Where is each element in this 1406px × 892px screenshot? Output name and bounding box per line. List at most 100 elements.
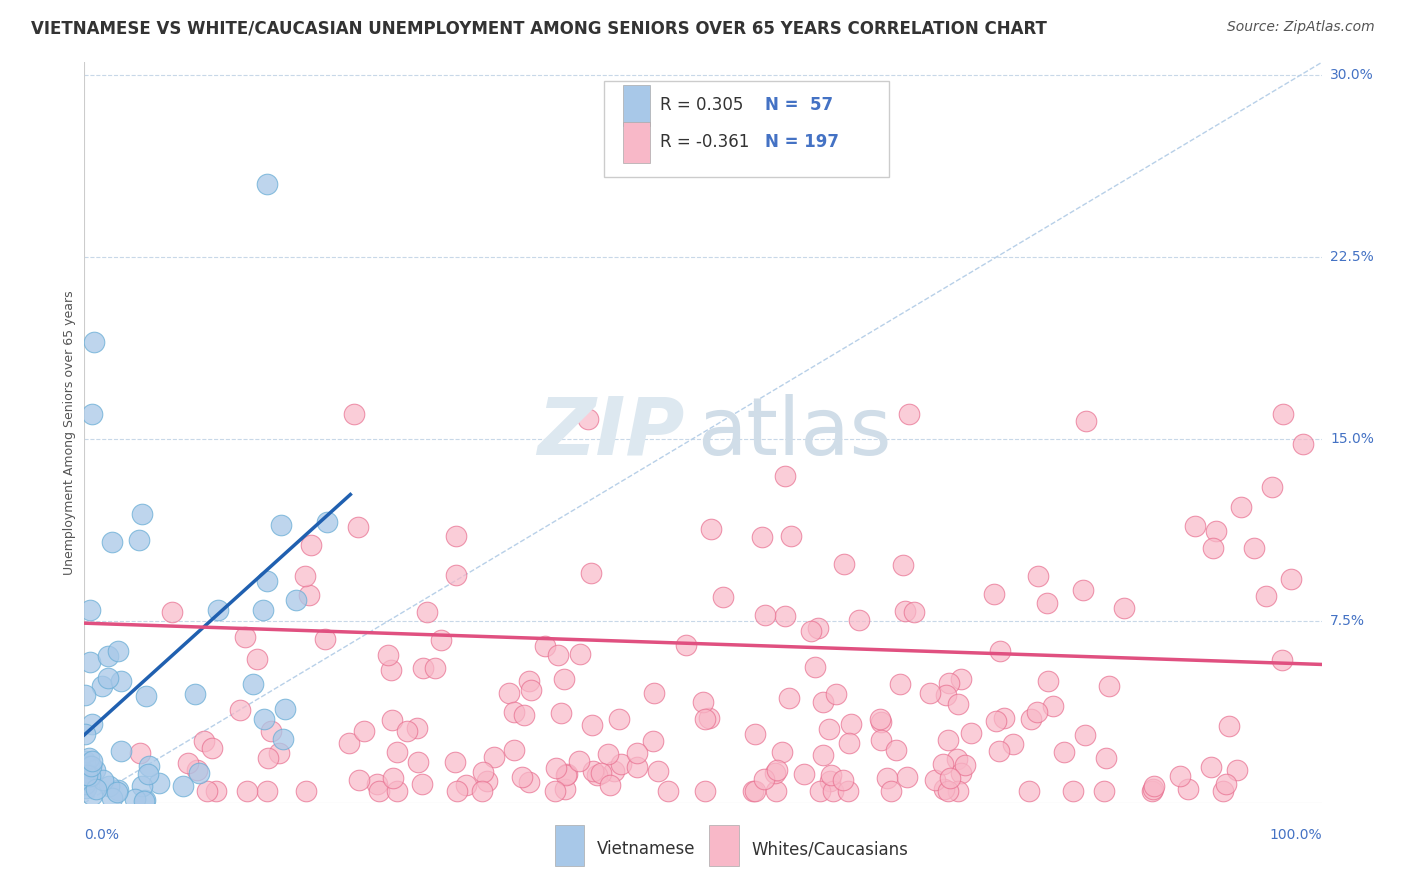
Point xyxy=(135,689,157,703)
Point xyxy=(946,697,969,711)
Point xyxy=(832,557,855,571)
Point xyxy=(270,517,292,532)
Point xyxy=(1019,712,1042,726)
Point xyxy=(1226,764,1249,778)
Text: Whites/Caucasians: Whites/Caucasians xyxy=(751,840,908,858)
Point xyxy=(775,608,797,623)
Point xyxy=(596,747,619,762)
Point xyxy=(1212,783,1234,797)
Point xyxy=(1271,653,1294,667)
Point xyxy=(284,592,307,607)
Point xyxy=(1001,737,1024,751)
Point xyxy=(920,686,942,700)
Point xyxy=(1042,698,1064,713)
Point xyxy=(641,733,664,747)
Point xyxy=(377,648,399,662)
Point xyxy=(256,574,278,589)
Point xyxy=(411,777,433,791)
Point xyxy=(79,603,101,617)
Point xyxy=(700,522,723,536)
Point xyxy=(903,605,925,619)
Point xyxy=(80,408,103,422)
Point xyxy=(544,783,567,797)
Point xyxy=(298,588,321,602)
Point xyxy=(1218,719,1240,733)
Point xyxy=(837,783,859,797)
Point xyxy=(993,710,1015,724)
Point xyxy=(252,602,274,616)
Point xyxy=(848,613,870,627)
Point xyxy=(924,773,946,788)
Text: 100.0%: 100.0% xyxy=(1270,828,1322,842)
Point xyxy=(643,686,665,700)
Point xyxy=(569,648,592,662)
Point xyxy=(752,772,775,786)
Point xyxy=(553,673,575,687)
Point xyxy=(294,783,316,797)
Point xyxy=(1292,436,1315,450)
Point xyxy=(131,508,153,522)
Point xyxy=(517,674,540,689)
Point xyxy=(546,761,568,775)
Text: 7.5%: 7.5% xyxy=(1330,614,1365,628)
Point xyxy=(498,685,520,699)
Point xyxy=(1035,595,1057,609)
Point xyxy=(1018,783,1040,797)
Point xyxy=(97,671,120,685)
Point xyxy=(581,566,603,580)
Point xyxy=(610,757,633,772)
Point xyxy=(73,755,96,769)
Point xyxy=(256,783,278,797)
Point xyxy=(950,672,973,686)
Point xyxy=(932,782,955,797)
Point xyxy=(626,746,648,760)
Point xyxy=(647,764,669,779)
Point xyxy=(520,683,543,698)
Point xyxy=(193,734,215,748)
Point xyxy=(1025,705,1047,719)
Point xyxy=(425,661,447,675)
Point xyxy=(935,688,957,702)
Point xyxy=(1092,783,1115,797)
Point xyxy=(406,756,429,770)
Point xyxy=(79,769,101,783)
Point xyxy=(84,763,107,777)
Text: 0.0%: 0.0% xyxy=(84,828,120,842)
Point xyxy=(744,727,766,741)
Point xyxy=(983,587,1005,601)
Point xyxy=(136,766,159,780)
Point xyxy=(138,758,160,772)
Point xyxy=(1071,583,1094,598)
Text: N = 197: N = 197 xyxy=(765,134,839,152)
Point xyxy=(1230,500,1253,514)
Point xyxy=(184,688,207,702)
Point xyxy=(932,757,955,772)
Point xyxy=(586,768,609,782)
Point xyxy=(1036,674,1059,689)
Point xyxy=(347,519,370,533)
Point xyxy=(876,772,898,786)
Point xyxy=(1201,541,1223,555)
Point xyxy=(256,177,278,191)
Point xyxy=(884,743,907,757)
Point xyxy=(396,724,419,739)
Point xyxy=(582,764,605,778)
Point xyxy=(626,760,648,774)
Point xyxy=(823,783,845,797)
Point xyxy=(242,677,264,691)
Point xyxy=(385,745,408,759)
Point xyxy=(177,756,200,770)
Point xyxy=(695,712,717,726)
Point xyxy=(75,780,97,795)
Point xyxy=(697,711,720,725)
Point xyxy=(368,783,391,797)
Point xyxy=(938,771,960,785)
Point xyxy=(110,673,132,688)
Point xyxy=(513,707,536,722)
Point xyxy=(380,663,402,677)
FancyBboxPatch shape xyxy=(554,825,585,866)
Point xyxy=(107,782,129,797)
Point xyxy=(475,774,498,789)
Point xyxy=(77,758,100,772)
Point xyxy=(839,716,862,731)
